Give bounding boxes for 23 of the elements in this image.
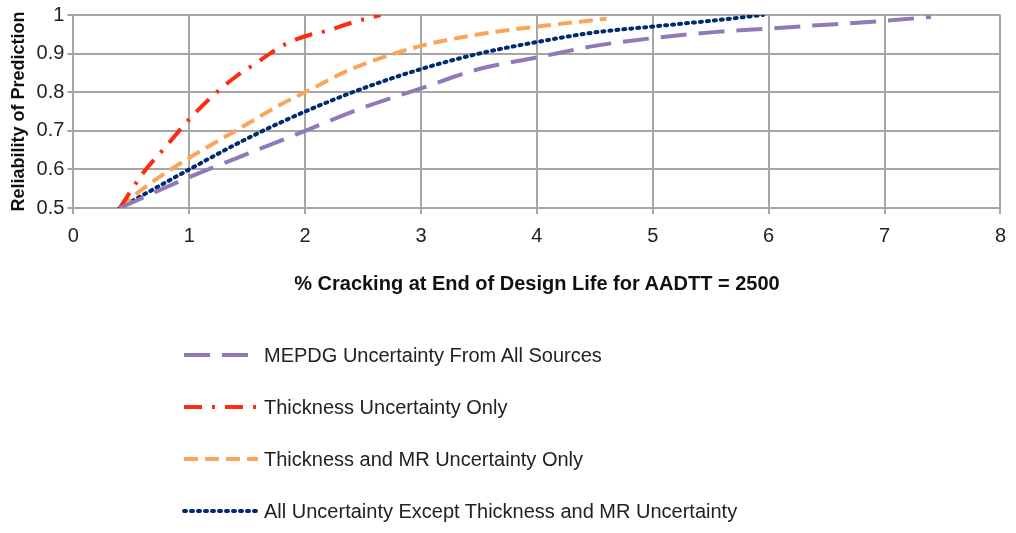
- x-axis-title: % Cracking at End of Design Life for AADTT = 2500: [294, 271, 780, 294]
- y-tick-label: 0.7: [36, 118, 65, 141]
- line-series: [117, 15, 765, 208]
- x-tick-label: 6: [763, 223, 775, 246]
- x-tick-label: 8: [994, 223, 1006, 246]
- x-tick-label: 7: [879, 223, 891, 246]
- legend-label: Thickness Uncertainty Only: [264, 395, 508, 419]
- legend-label: All Uncertainty Except Thickness and MR Uncertainty: [264, 499, 738, 523]
- legend-label: MEPDG Uncertainty From All Sources: [264, 343, 602, 367]
- x-tick-label: 1: [183, 223, 195, 246]
- y-tick-label: 0.8: [36, 79, 65, 102]
- y-axis-title: Reliability of Prediction: [7, 11, 28, 212]
- y-tick-label: 0.9: [36, 41, 65, 64]
- y-tick-label: 0.5: [36, 195, 65, 218]
- legend-label: Thickness and MR Uncertainty Only: [264, 447, 584, 471]
- x-tick-label: 0: [67, 223, 79, 246]
- y-tick-label: 1: [53, 2, 65, 25]
- x-tick-label: 4: [531, 223, 543, 246]
- x-tick-label: 5: [647, 223, 659, 246]
- y-tick-label: 0.6: [36, 156, 65, 179]
- x-tick-label: 2: [299, 223, 311, 246]
- x-tick-label: 3: [415, 223, 427, 246]
- line-series: [117, 15, 933, 208]
